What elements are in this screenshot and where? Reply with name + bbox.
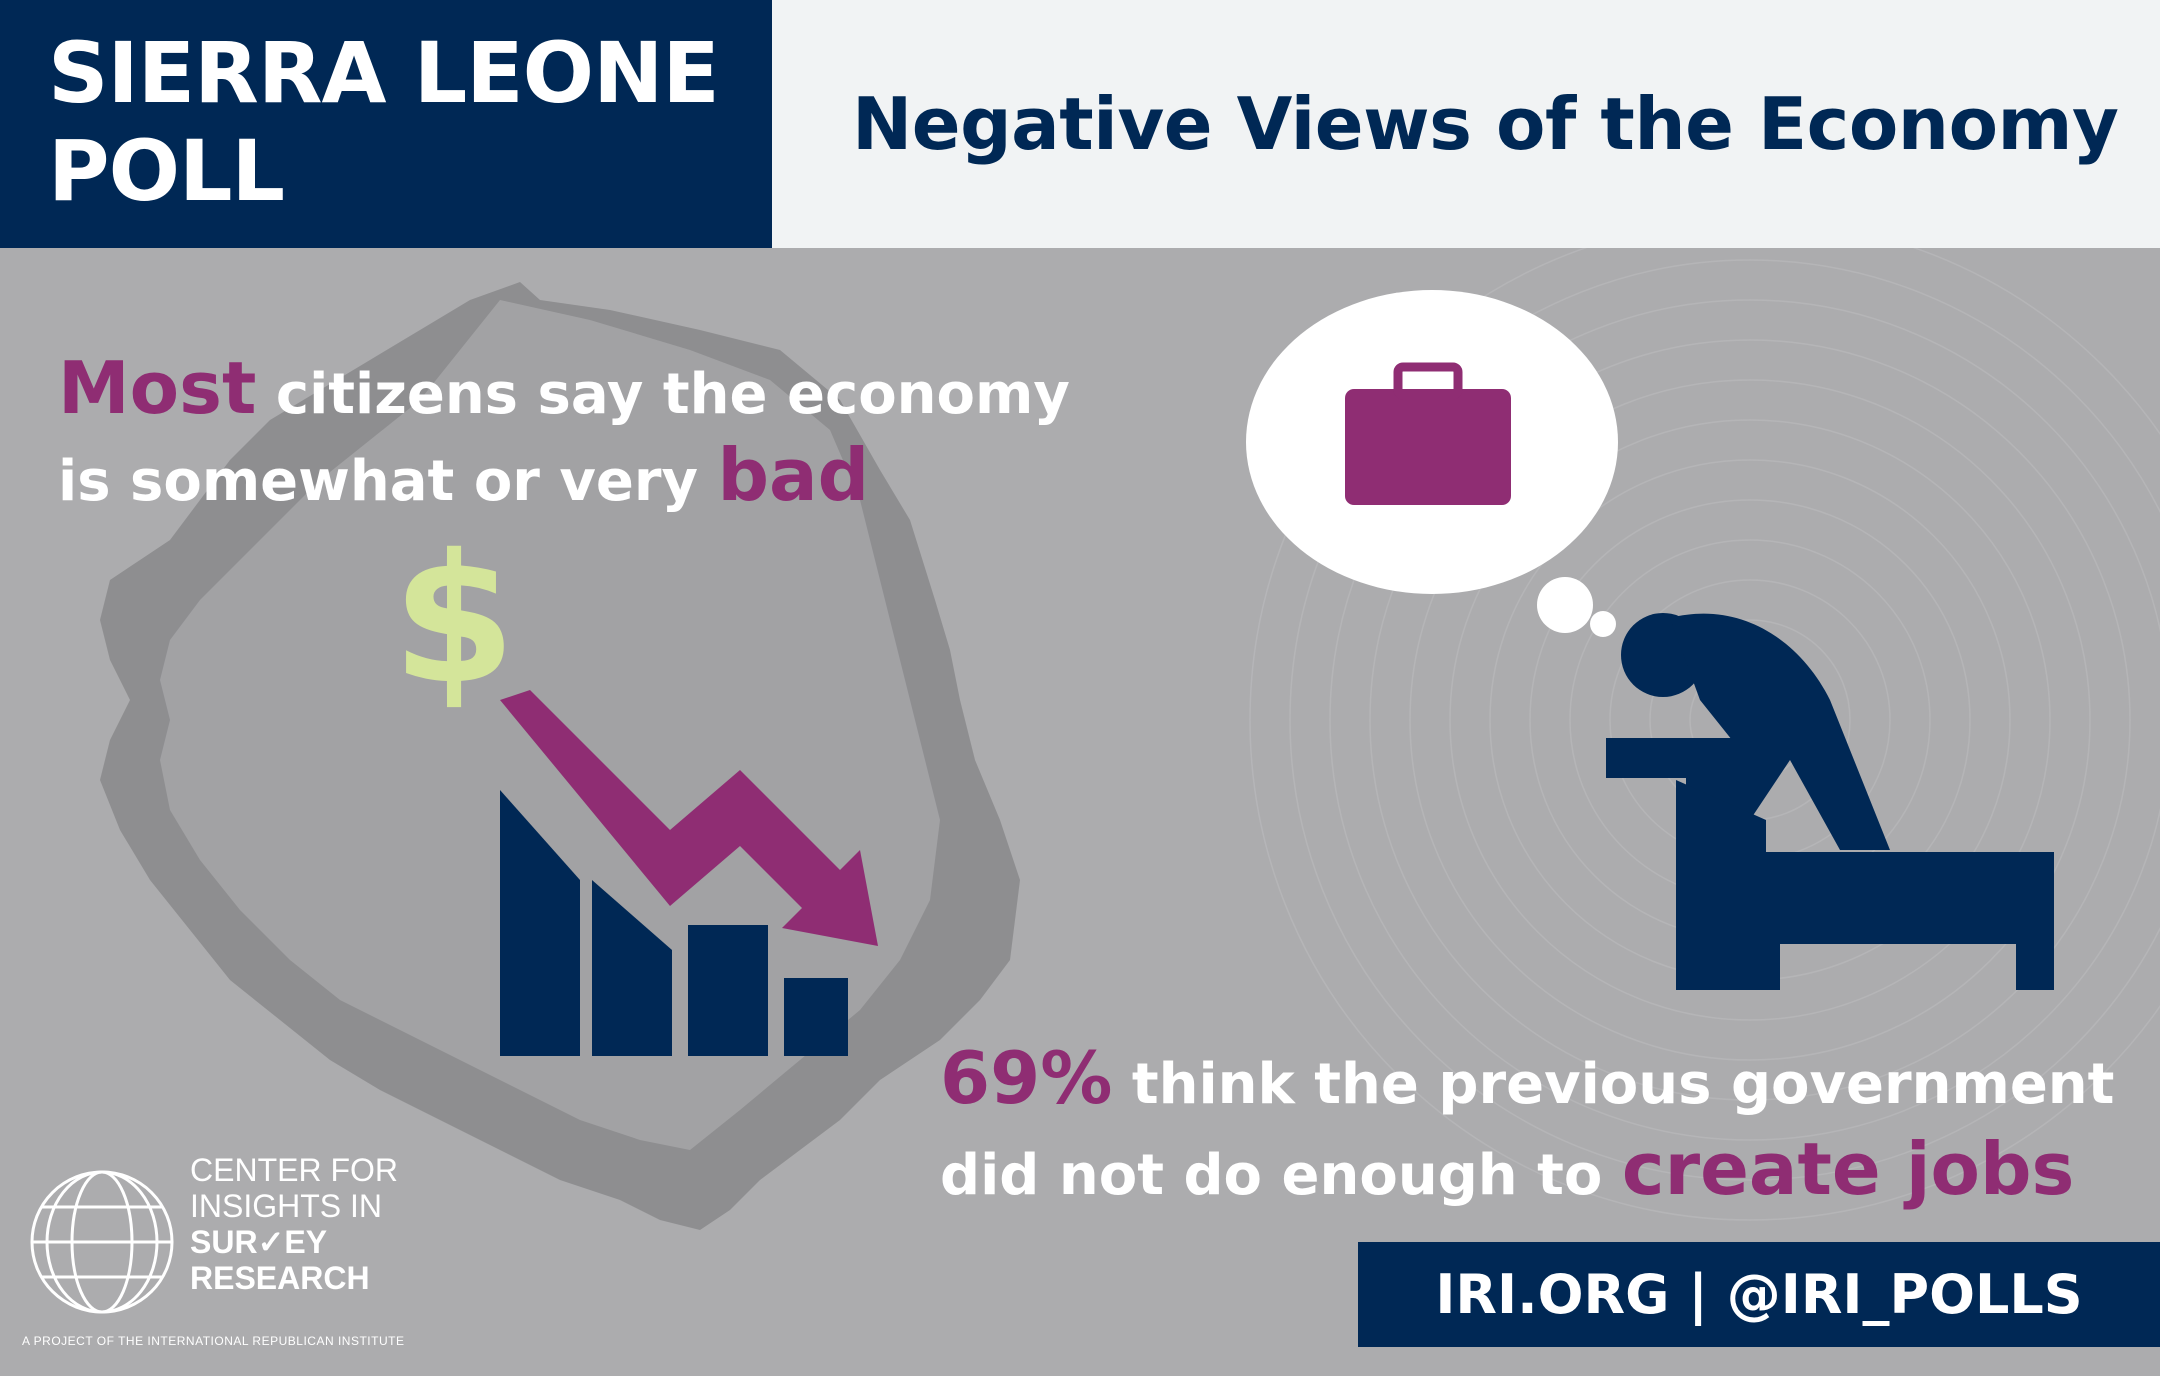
bench-icon bbox=[1740, 852, 2054, 990]
stat-text-line1: think the previous government bbox=[1112, 1052, 2115, 1117]
person-arm bbox=[1606, 738, 1760, 778]
chart-bar-1 bbox=[500, 790, 580, 1056]
stat-text-line2: did not do enough to bbox=[940, 1143, 1622, 1208]
down-trend-arrow-icon bbox=[500, 690, 878, 946]
person-body bbox=[1670, 613, 1890, 850]
footer-bar[interactable]: IRI.ORG | @IRI_POLLS bbox=[1358, 1242, 2160, 1347]
page-title-line1: SIERRA LEONE bbox=[48, 24, 720, 122]
briefcase-handle bbox=[1393, 362, 1463, 400]
logo-text: CENTER FOR INSIGHTS IN SUR✓EY RESEARCH bbox=[190, 1152, 398, 1296]
stat-block: 69% think the previous government did no… bbox=[940, 1036, 2114, 1218]
headline-line1: Most citizens say the economy bbox=[58, 348, 1070, 435]
page-title-line2: POLL bbox=[48, 122, 285, 220]
dollar-icon: $ bbox=[392, 516, 516, 723]
checkmark-icon: ✓ bbox=[257, 1224, 285, 1260]
headline-text-line2: is somewhat or very bbox=[58, 449, 718, 514]
logo-line3: SUR✓EY bbox=[190, 1224, 398, 1260]
chart-bar-4 bbox=[784, 978, 848, 1056]
chart-bar-3 bbox=[688, 925, 768, 1056]
background-art bbox=[100, 248, 2160, 1230]
logo-line2: INSIGHTS IN bbox=[190, 1188, 383, 1224]
thought-bubble-dot-2 bbox=[1590, 611, 1616, 637]
logo-tagline: A PROJECT OF THE INTERNATIONAL REPUBLICA… bbox=[22, 1334, 405, 1348]
briefcase-icon bbox=[1345, 362, 1511, 505]
headline-text-middle: citizens say the economy bbox=[256, 362, 1070, 427]
subtitle-block: Negative Views of the Economy bbox=[772, 0, 2160, 248]
logo-line4: RESEARCH bbox=[190, 1260, 370, 1296]
chart-bar-2 bbox=[592, 880, 672, 1056]
declining-chart-icon bbox=[500, 690, 878, 1056]
page-subtitle: Negative Views of the Economy bbox=[852, 82, 2119, 166]
cisr-logo: CENTER FOR INSIGHTS IN SUR✓EY RESEARCH A… bbox=[22, 1152, 432, 1352]
headline: Most citizens say the economy is somewha… bbox=[58, 348, 1070, 522]
logo-line1: CENTER FOR bbox=[190, 1152, 398, 1188]
stat-line2: did not do enough to create jobs bbox=[940, 1127, 2114, 1218]
headline-emphasis-bad: bad bbox=[717, 433, 870, 517]
worried-person-icon bbox=[1606, 613, 2054, 990]
thought-bubble-dot-1 bbox=[1537, 577, 1593, 633]
headline-emphasis-most: Most bbox=[58, 346, 257, 430]
stat-value: 69% bbox=[940, 1036, 1113, 1120]
briefcase-body bbox=[1345, 389, 1511, 505]
footer-text: IRI.ORG | @IRI_POLLS bbox=[1435, 1263, 2083, 1326]
globe-icon bbox=[30, 1170, 174, 1314]
stat-emphasis: create jobs bbox=[1621, 1127, 2075, 1211]
logo-line3b: EY bbox=[284, 1224, 328, 1260]
headline-line2: is somewhat or very bad bbox=[58, 435, 1070, 522]
title-block: SIERRA LEONE POLL bbox=[0, 0, 772, 248]
header: SIERRA LEONE POLL Negative Views of the … bbox=[0, 0, 2160, 248]
stat-line1: 69% think the previous government bbox=[940, 1036, 2114, 1127]
logo-line3a: SUR bbox=[190, 1224, 258, 1260]
